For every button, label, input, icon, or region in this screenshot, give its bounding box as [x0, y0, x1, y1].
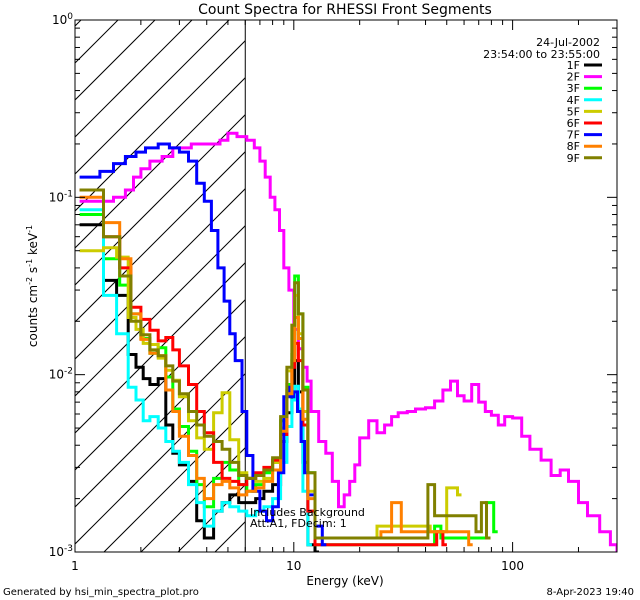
- hatch-line: [75, 20, 156, 101]
- hatch-line: [75, 188, 246, 360]
- hatch-line: [75, 20, 119, 64]
- legend-entry: 1F: [567, 59, 602, 72]
- legend-label: 1F: [567, 59, 580, 72]
- hatch-line: [75, 20, 230, 175]
- spectra-series: [79, 131, 617, 552]
- chart-title: Count Spectra for RHESSI Front Segments: [198, 2, 492, 18]
- hatch-line: [75, 373, 246, 545]
- legend-label: 5F: [567, 105, 580, 118]
- series-line-7f: [79, 142, 327, 547]
- x-tick-labels: 1 10 100: [71, 559, 524, 573]
- legend-label: 4F: [567, 94, 580, 107]
- background-annotation: Includes Background: [250, 506, 365, 519]
- axis-ticks: [74, 19, 618, 553]
- plot-frame: [74, 19, 618, 553]
- y-tick-label: 10-2: [49, 367, 73, 382]
- legend-label: 9F: [567, 152, 580, 165]
- x-axis-label: Energy (keV): [306, 574, 383, 588]
- legend-label: 2F: [567, 71, 580, 84]
- legend-label: 3F: [567, 82, 580, 95]
- legend-entry: 6F: [567, 117, 602, 130]
- hatch-line: [75, 114, 246, 286]
- legend-entry: 2F: [567, 71, 602, 84]
- hatch-line: [75, 40, 246, 212]
- series-line-4f: [79, 208, 312, 547]
- hatch-line: [75, 20, 193, 138]
- legend: 1F 2F 3F 4F 5F 6F 7F 8F 9F: [567, 59, 602, 165]
- y-tick-labels: 100 10-1 10-2 10-3: [49, 12, 74, 559]
- attenuator-annotation: Att:A1, FDecim: 1: [250, 517, 347, 530]
- legend-label: 8F: [567, 140, 580, 153]
- series-line-2f: [79, 131, 617, 552]
- x-tick-label: 100: [501, 559, 524, 573]
- hatch-line: [103, 410, 246, 552]
- time-range-label: 23:54:00 to 23:55:00: [483, 48, 600, 61]
- legend-entry: 4F: [567, 94, 602, 107]
- legend-label: 6F: [567, 117, 580, 130]
- legend-label: 7F: [567, 129, 580, 142]
- footer-timestamp: 8-Apr-2023 19:40: [547, 587, 634, 598]
- legend-entry: 5F: [567, 105, 602, 118]
- legend-entry: 8F: [567, 140, 602, 153]
- legend-entry: 3F: [567, 82, 602, 95]
- x-tick-label: 10: [286, 559, 301, 573]
- y-axis-label: counts cm-2 s-1 keV-1: [25, 225, 40, 347]
- hatch-line: [75, 299, 246, 471]
- hatch-line: [75, 151, 246, 323]
- x-tick-label: 1: [71, 559, 79, 573]
- hatch-line: [140, 447, 246, 552]
- y-tick-label: 10-3: [49, 544, 73, 559]
- date-label: 24-Jul-2002: [536, 36, 600, 49]
- y-tick-label: 100: [52, 12, 73, 27]
- hatch-line: [75, 336, 246, 508]
- legend-entry: 7F: [567, 129, 602, 142]
- legend-entry: 9F: [567, 152, 602, 165]
- y-tick-label: 10-1: [49, 189, 73, 204]
- series-line-9f: [79, 188, 491, 540]
- footer-generator: Generated by hsi_min_spectra_plot.pro: [3, 587, 199, 598]
